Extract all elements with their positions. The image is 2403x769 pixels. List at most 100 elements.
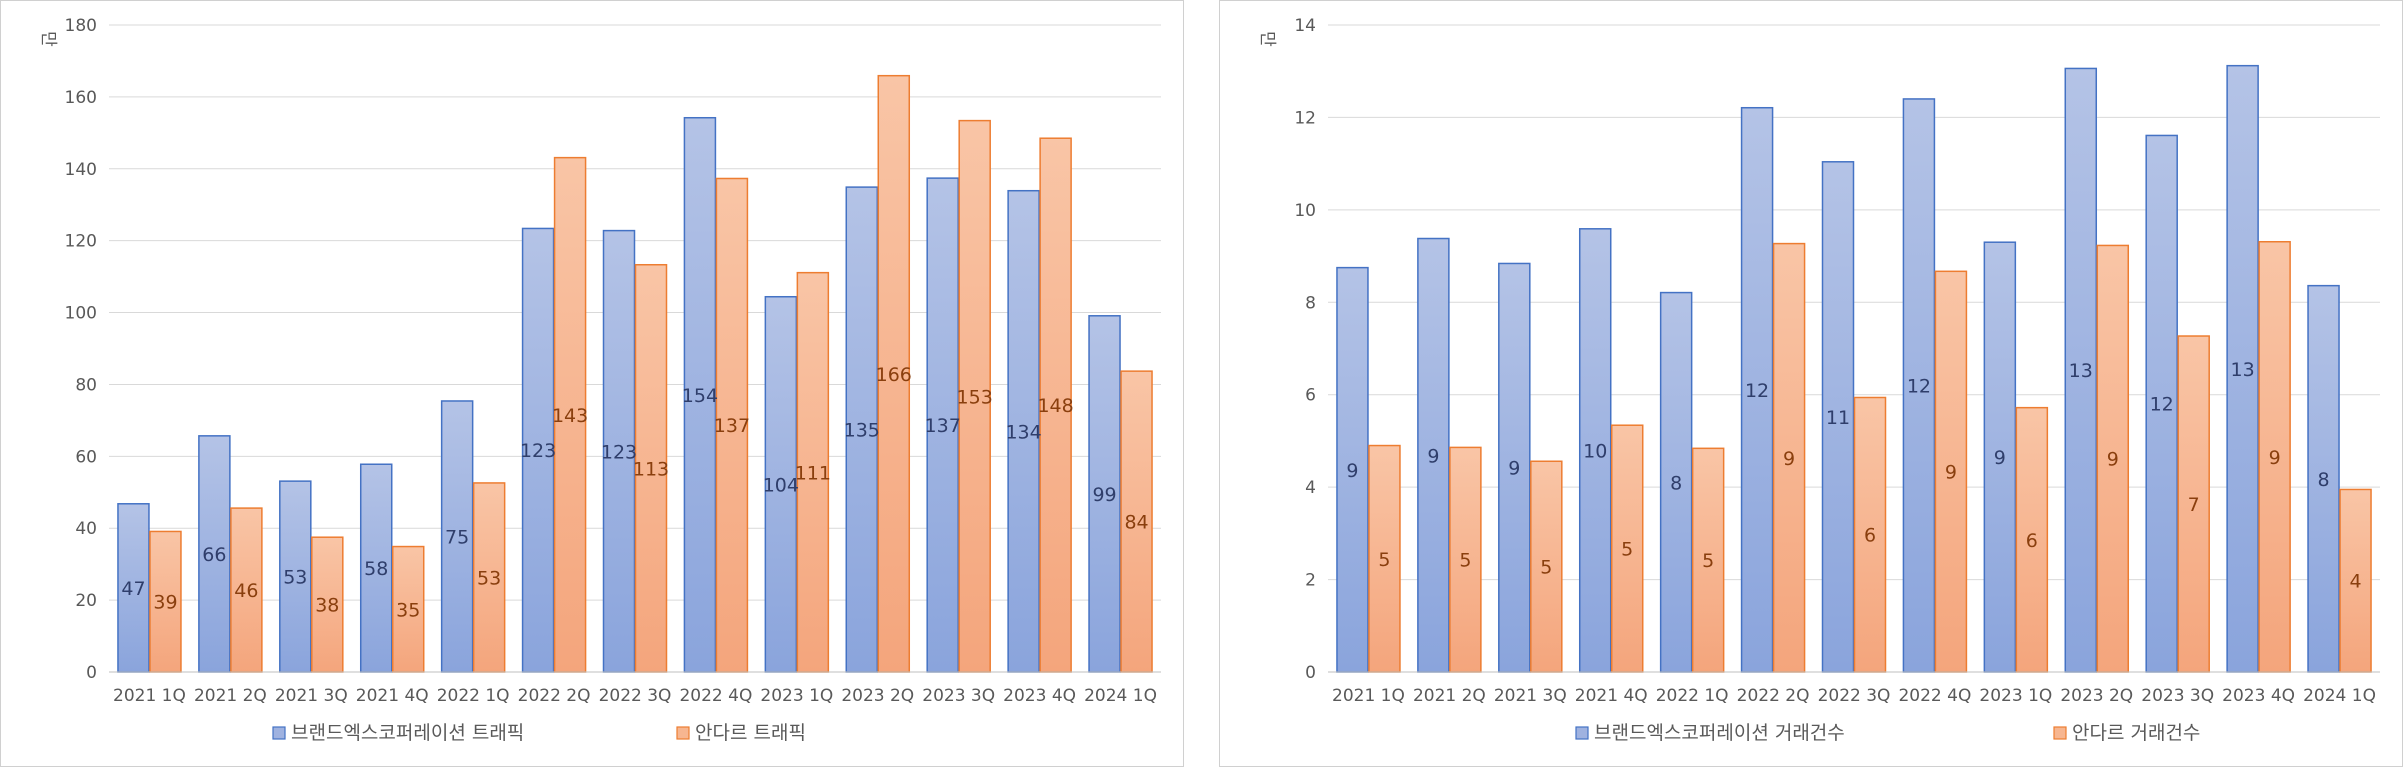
bar-series1 [2064,67,2098,673]
bar-series1 [1902,98,1936,673]
x-tick-label: 2023 2Q [2060,686,2133,706]
data-label-series2: 35 [396,599,420,621]
data-label-series2: 39 [153,592,177,614]
x-tick-label: 2023 1Q [1979,686,2052,706]
data-label-series1: 9 [1508,458,1520,480]
x-tick-label: 2023 1Q [760,686,833,706]
transactions-chart: 만 0 2 4 6 8 10 12 14 9 5 2021 1Q 9 5 2021 2Q 9 5 2021 3Q 1… [1257,16,2380,744]
bar-series1 [279,480,312,673]
data-label-series2: 113 [633,458,669,480]
bar-series2 [472,482,506,673]
bar-series1 [602,229,636,673]
legend-swatch-series1 [1575,726,1589,740]
x-tick-label: 2022 3Q [1818,686,1891,706]
x-tick-label: 2021 2Q [194,686,267,706]
data-label-series2: 137 [714,415,750,437]
y-tick-label: 20 [75,591,97,611]
traffic-chart-panel: 만 0 20 40 60 80 100 120 140 160 180 47 39 2021 1Q 66 46… [0,0,1184,767]
bar-series2 [230,507,263,673]
data-label-series2: 9 [2269,447,2281,469]
bar-series2 [1691,447,1725,673]
bar-series1 [1336,266,1369,673]
legend-label-series1: 브랜드엑스코퍼레이션 거래건수 [1594,722,1845,744]
data-label-series2: 9 [2107,449,2119,471]
data-label-series1: 11 [1826,407,1850,429]
bar-series2 [553,156,587,673]
y-tick-label: 140 [65,160,97,180]
data-label-series2: 53 [477,567,501,589]
bar-series2 [877,74,911,673]
bar-series1 [683,116,717,673]
data-label-series2: 7 [2188,494,2200,516]
bar-series1 [1578,228,1612,673]
y-tick-label: 0 [86,663,97,683]
data-label-series1: 13 [2231,359,2255,381]
bar-series2 [796,271,830,673]
data-label-series2: 166 [876,364,912,386]
y-tick-label: 6 [1305,386,1316,406]
data-label-series1: 104 [763,474,799,496]
x-tick-label: 2021 3Q [275,686,348,706]
data-label-series1: 66 [202,544,226,566]
bar-series2 [1449,446,1482,673]
data-label-series2: 111 [795,462,831,484]
bar-series1 [117,503,150,673]
legend-label-series1: 브랜드엑스코퍼레이션 트래픽 [291,722,524,744]
x-tick-label: 2022 2Q [518,686,591,706]
y-tick-label: 80 [75,375,97,395]
legend-label-series2: 안다르 거래건수 [2072,722,2200,744]
bar-series2 [311,536,344,673]
data-label-series1: 99 [1092,484,1116,506]
bar-series2 [1039,137,1072,673]
data-label-series2: 148 [1037,395,1073,417]
data-label-series1: 10 [1583,440,1607,462]
bar-series2 [1934,270,1968,673]
x-tick-label: 2023 3Q [2141,686,2214,706]
x-tick-label: 2023 4Q [1003,686,1076,706]
data-label-series2: 5 [1621,539,1633,561]
legend-swatch-series2 [2053,726,2067,740]
y-tick-label: 2 [1305,571,1316,591]
x-tick-label: 2022 1Q [437,686,510,706]
data-label-series1: 53 [283,567,307,589]
data-label-series1: 58 [364,558,388,580]
x-tick-label: 2021 4Q [1575,686,1648,706]
bar-series2 [1368,444,1401,673]
x-tick-label: 2022 3Q [599,686,672,706]
bar-series2 [2258,240,2291,673]
x-tick-label: 2023 4Q [2222,686,2295,706]
bar-series1 [2307,284,2340,673]
data-label-series1: 9 [1427,445,1439,467]
data-label-series1: 47 [121,578,145,600]
x-tick-label: 2023 2Q [841,686,914,706]
data-label-series2: 9 [1945,462,1957,484]
data-label-series1: 123 [601,441,637,463]
data-label-series2: 46 [234,580,258,602]
y-tick-label: 160 [65,88,97,108]
data-label-series1: 75 [445,526,469,548]
x-tick-label: 2021 1Q [113,686,186,706]
traffic-chart: 만 0 20 40 60 80 100 120 140 160 180 47 39 2021 1Q 66 46… [38,16,1161,744]
bar-series1 [1821,161,1855,673]
bar-series2 [149,530,182,673]
data-label-series1: 123 [520,440,556,462]
bar-series2 [1530,460,1563,673]
bar-series2 [1610,424,1644,673]
legend-swatch-series1 [272,726,286,740]
y-tick-label: 4 [1305,478,1316,498]
data-label-series1: 9 [1994,447,2006,469]
x-tick-label: 2023 3Q [922,686,995,706]
x-tick-label: 2022 4Q [679,686,752,706]
data-label-series1: 9 [1346,460,1358,482]
data-label-series1: 154 [682,385,718,407]
data-label-series2: 153 [957,386,993,408]
bar-series1 [1740,106,1774,673]
data-label-series2: 38 [315,595,339,617]
bar-series2 [2339,488,2372,673]
bar-series1 [2226,64,2259,673]
data-label-series1: 8 [2317,469,2329,491]
legend-swatch-series2 [676,726,690,740]
bar-series1 [1417,237,1450,673]
x-tick-label: 2021 3Q [1494,686,1567,706]
bar-series2 [2096,244,2130,673]
